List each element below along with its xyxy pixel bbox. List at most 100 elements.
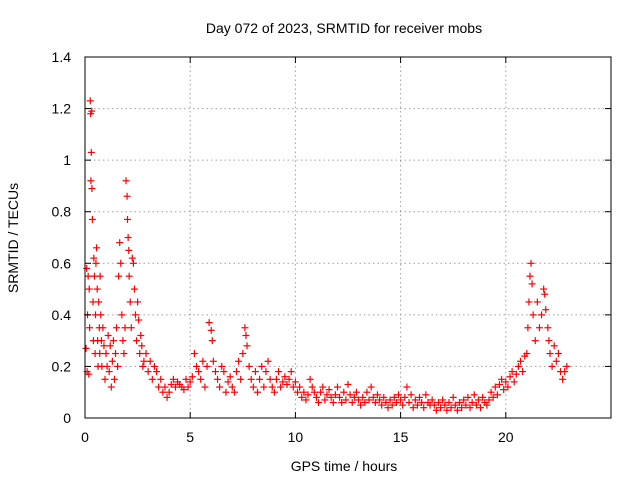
data-point — [97, 337, 105, 345]
data-point — [83, 264, 91, 272]
data-point — [130, 285, 138, 293]
data-point — [87, 177, 95, 185]
data-point — [222, 388, 230, 396]
data-point — [127, 324, 135, 332]
data-point — [317, 388, 325, 396]
data-point — [235, 357, 243, 365]
data-point — [468, 399, 476, 407]
data-point — [498, 375, 506, 383]
data-point — [524, 324, 532, 332]
data-point — [554, 350, 562, 358]
data-point — [239, 350, 247, 358]
data-point — [504, 383, 512, 391]
data-point — [287, 368, 295, 376]
data-point — [323, 391, 331, 399]
data-point — [512, 370, 520, 378]
data-point — [211, 368, 219, 376]
data-point — [517, 357, 525, 365]
y-tick-label: 0.6 — [52, 255, 72, 271]
data-point — [254, 388, 262, 396]
data-point — [306, 375, 314, 383]
data-point — [479, 393, 487, 401]
data-point — [112, 350, 120, 358]
data-point — [447, 404, 455, 412]
data-point — [464, 393, 472, 401]
data-point — [155, 383, 163, 391]
data-point — [131, 311, 139, 319]
data-point — [355, 396, 363, 404]
data-point — [260, 383, 268, 391]
data-point — [312, 393, 320, 401]
data-point — [226, 373, 234, 381]
data-point — [153, 368, 161, 376]
data-point — [122, 177, 130, 185]
data-point — [86, 97, 94, 105]
x-tick-label: 20 — [498, 429, 514, 445]
data-point — [121, 324, 129, 332]
data-point — [552, 357, 560, 365]
data-point — [428, 396, 436, 404]
data-point — [321, 396, 329, 404]
data-point — [300, 388, 308, 396]
data-point — [95, 298, 103, 306]
data-point — [378, 401, 386, 409]
data-point — [88, 107, 96, 115]
data-point — [540, 285, 548, 293]
data-point — [266, 375, 274, 383]
data-point — [224, 378, 232, 386]
data-point — [115, 272, 123, 280]
data-point — [294, 388, 302, 396]
data-point — [361, 399, 369, 407]
data-point — [241, 324, 249, 332]
data-point — [264, 357, 272, 365]
data-point — [119, 337, 127, 345]
data-point — [544, 324, 552, 332]
data-point — [207, 326, 215, 334]
data-point — [563, 362, 571, 370]
data-point — [462, 401, 470, 409]
data-point — [142, 350, 150, 358]
data-point — [232, 368, 240, 376]
data-point — [388, 401, 396, 409]
data-point — [348, 399, 356, 407]
data-point — [165, 388, 173, 396]
y-tick-label: 1 — [63, 152, 71, 168]
axis-ticks: 0 0.2 0.4 0.6 0.8 1 1.2 1.4 0 5 10 15 20 — [52, 49, 611, 445]
data-point — [275, 368, 283, 376]
data-point — [144, 368, 152, 376]
data-point — [331, 391, 339, 399]
data-point — [500, 386, 508, 394]
data-point — [285, 375, 293, 383]
data-point — [357, 401, 365, 409]
data-point — [483, 401, 491, 409]
data-point — [84, 272, 92, 280]
data-point — [401, 393, 409, 401]
data-point — [380, 393, 388, 401]
data-point — [281, 373, 289, 381]
data-point — [405, 399, 413, 407]
data-point — [485, 396, 493, 404]
data-point — [139, 362, 147, 370]
data-point — [319, 383, 327, 391]
data-point — [88, 185, 96, 193]
data-point — [302, 396, 310, 404]
data-point — [249, 383, 257, 391]
data-point — [116, 239, 124, 247]
data-point — [390, 393, 398, 401]
data-point — [90, 254, 98, 262]
data-point — [93, 244, 101, 252]
data-point — [508, 368, 516, 376]
data-point — [283, 380, 291, 388]
data-point — [460, 396, 468, 404]
data-point — [85, 285, 93, 293]
data-point — [493, 391, 501, 399]
data-point — [109, 337, 117, 345]
data-point — [123, 192, 131, 200]
data-point — [184, 383, 192, 391]
data-point — [432, 406, 440, 414]
data-point — [100, 342, 108, 350]
data-point — [277, 383, 285, 391]
data-point — [92, 259, 100, 267]
data-point — [443, 406, 451, 414]
